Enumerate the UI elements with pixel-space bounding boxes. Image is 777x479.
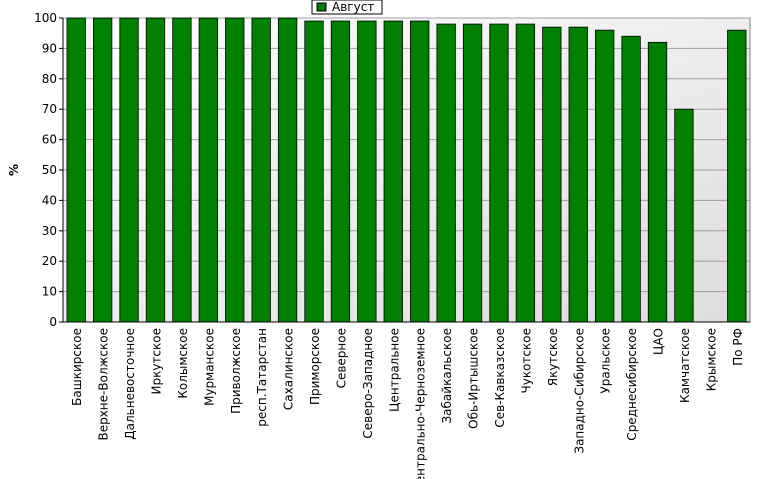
x-tick-label: Приморское xyxy=(308,328,322,405)
x-tick-label: Камчатское xyxy=(678,328,692,403)
bar xyxy=(119,17,139,323)
bar xyxy=(145,17,166,323)
y-tick-label: 10 xyxy=(42,285,57,299)
y-tick-label: 90 xyxy=(42,41,57,55)
x-tick-label: Обь-Иртышское xyxy=(467,328,481,429)
bar xyxy=(489,23,509,323)
x-tick-label: Иркутское xyxy=(149,328,163,395)
bar xyxy=(436,23,456,323)
bar xyxy=(225,17,245,323)
bar xyxy=(357,20,377,323)
x-tick-label: респ.Татарстан xyxy=(255,328,269,427)
y-tick-label: 0 xyxy=(49,315,57,329)
x-tick-label: Башкирское xyxy=(70,328,84,406)
x-tick-label: Забайкальское xyxy=(440,328,454,424)
bar xyxy=(304,20,324,323)
bar xyxy=(621,35,641,323)
bar xyxy=(515,23,536,323)
bar xyxy=(172,17,192,323)
x-tick-label: ЦАО xyxy=(652,328,666,355)
x-tick-label: Северо-Западное xyxy=(361,328,375,439)
bar xyxy=(330,20,351,323)
x-tick-label: По РФ xyxy=(731,328,745,366)
x-tick-label: Среднесибирское xyxy=(625,328,639,441)
y-tick-label: 30 xyxy=(42,224,57,238)
bar xyxy=(410,20,430,323)
bar xyxy=(251,17,271,323)
x-tick-label: Северное xyxy=(334,328,348,388)
y-tick-label: 50 xyxy=(42,163,57,177)
x-tick-label: Чукотское xyxy=(519,328,533,393)
bar xyxy=(383,20,403,323)
x-tick-label: Сев-Кавказское xyxy=(493,328,507,428)
legend: Август xyxy=(311,0,383,15)
y-tick-label: 70 xyxy=(42,102,57,116)
x-tick-label: Дальневосточное xyxy=(123,328,137,440)
y-axis-label: % xyxy=(7,164,21,176)
legend-box xyxy=(311,0,383,15)
legend-label: Август xyxy=(332,0,374,14)
bar xyxy=(727,29,747,323)
bar xyxy=(595,29,615,323)
bar xyxy=(647,41,668,323)
bar xyxy=(277,17,298,323)
x-tick-label: Мурманское xyxy=(202,328,216,406)
x-tick-label: Крымское xyxy=(704,328,718,391)
y-tick-label: 100 xyxy=(34,11,57,25)
x-tick-label: Приволжское xyxy=(229,328,243,414)
x-tick-label: Центральное xyxy=(387,328,401,412)
y-tick-label: 20 xyxy=(42,254,57,268)
x-tick-label: Центрально-Черноземное xyxy=(414,328,428,479)
bar xyxy=(92,17,113,323)
y-tick-label: 60 xyxy=(42,133,57,147)
legend-swatch xyxy=(316,2,327,12)
y-tick-label: 40 xyxy=(42,193,57,207)
x-tick-label: Сахалинское xyxy=(282,328,296,410)
bar xyxy=(66,17,86,323)
y-tick-label: 80 xyxy=(42,72,57,86)
bar xyxy=(568,26,588,323)
bar xyxy=(674,108,694,323)
bar xyxy=(462,23,483,323)
x-tick-label: Якутское xyxy=(546,328,560,386)
x-tick-label: Колымское xyxy=(176,328,190,399)
x-tick-label: Западно-Сибирское xyxy=(572,328,586,454)
x-tick-label: Уральское xyxy=(599,328,613,394)
bar xyxy=(198,17,218,323)
x-tick-label: Верхне-Волжское xyxy=(97,328,111,441)
bar xyxy=(542,26,562,323)
